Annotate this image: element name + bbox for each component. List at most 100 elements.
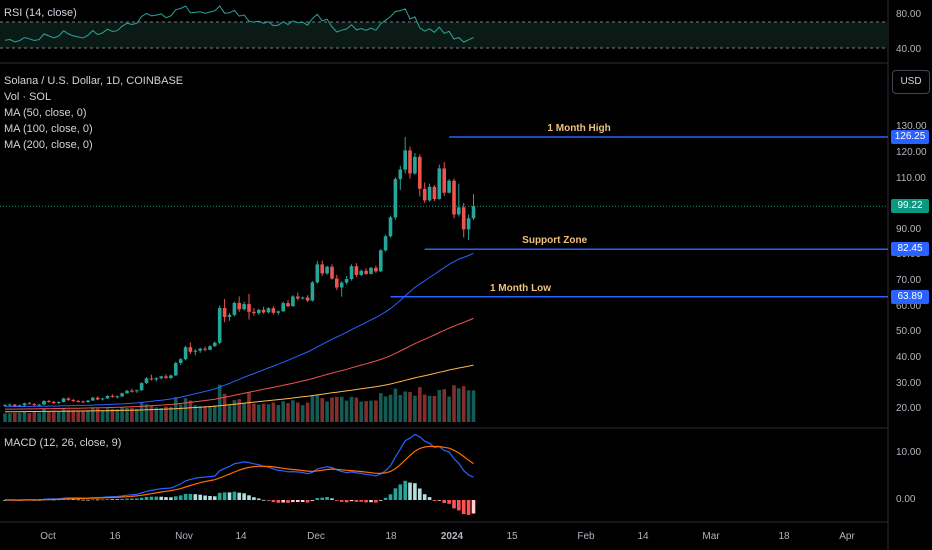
volume-bar [471, 390, 476, 422]
macd-histogram-bar [349, 500, 354, 502]
candle-body [139, 383, 144, 391]
candle-body [379, 250, 383, 272]
candle-body [188, 347, 193, 352]
candle-body [442, 168, 446, 193]
macd-histogram-bar [164, 497, 168, 500]
macd-histogram-bar [413, 483, 417, 500]
candle-body [349, 266, 354, 279]
candle-body [183, 347, 188, 360]
macd-histogram-bar [242, 493, 246, 500]
macd-histogram-bar [71, 499, 76, 500]
volume-bar [393, 388, 398, 422]
macd-histogram-bar [100, 499, 105, 501]
x-tick: Feb [577, 531, 595, 542]
macd-histogram-bar [300, 500, 305, 502]
volume-bar [271, 402, 276, 422]
macd-histogram-bar [217, 492, 222, 500]
candle-body [325, 266, 329, 274]
macd-histogram-bar [227, 492, 232, 500]
macd-histogram-bar [408, 482, 412, 500]
volume-bar [139, 402, 144, 422]
macd-signal-line [5, 445, 474, 501]
volume-bar [276, 405, 281, 422]
volume-bar [315, 395, 320, 422]
macd-histogram-bar [115, 499, 119, 500]
macd-histogram-bar [403, 480, 407, 500]
volume-bar [178, 404, 183, 422]
candle-body [47, 401, 51, 402]
macd-histogram-bar [418, 488, 422, 500]
macd-histogram-bar [325, 497, 329, 500]
macd-histogram-bar [339, 500, 344, 502]
candle-body [266, 308, 271, 313]
candle-body [213, 342, 217, 347]
volume-bar [208, 406, 212, 422]
macd-histogram-bar [232, 491, 237, 500]
volume-bar [22, 411, 27, 422]
candle-body [300, 297, 305, 299]
volume-bar [100, 410, 105, 422]
volume-bar [203, 406, 207, 422]
volume-bar [27, 413, 32, 422]
candle-body [247, 304, 251, 312]
volume-bar [130, 407, 134, 422]
macd-histogram-bar [320, 497, 324, 500]
candle-body [447, 180, 451, 193]
currency-button[interactable]: USD [892, 70, 930, 94]
price-tag: 63.89 [891, 289, 929, 304]
macd-histogram-bar [266, 500, 271, 501]
volume-bar [135, 408, 139, 422]
macd-histogram-bar [76, 499, 80, 501]
volume-bar [52, 410, 56, 422]
candle-body [193, 350, 198, 352]
candle-body [335, 278, 339, 288]
volume-bar [447, 396, 451, 422]
volume-bar [91, 408, 95, 422]
volume-bar [286, 403, 290, 422]
candle-body [105, 395, 110, 399]
volume-bar [95, 408, 100, 422]
volume-bar [193, 405, 198, 422]
candle-body [437, 168, 442, 200]
candle-body [37, 404, 41, 406]
x-tick: 2024 [440, 531, 464, 542]
macd-histogram-bar [154, 496, 159, 500]
volume-bar [252, 403, 256, 422]
volume-bar [115, 409, 119, 422]
candle-body [95, 397, 100, 400]
macd-histogram-bar [125, 498, 129, 500]
candle-body [374, 267, 378, 272]
candle-body [217, 308, 222, 343]
macd-histogram-bar [174, 496, 178, 500]
volume-bar [213, 405, 217, 422]
volume-bar [159, 408, 163, 422]
candle-body [369, 267, 373, 274]
candle-body [227, 314, 232, 317]
macd-histogram-bar [364, 500, 368, 503]
candle-body [461, 207, 466, 230]
macd-histogram-bar [222, 492, 227, 500]
macd-histogram-bar [208, 496, 212, 500]
macd-histogram-bar [81, 499, 85, 501]
candle-body [71, 400, 76, 401]
candle-body [22, 403, 27, 406]
price-tick: 60.00 [896, 300, 922, 312]
macd-histogram-bar [281, 500, 285, 503]
volume-bar [237, 399, 241, 422]
candle-body [8, 404, 12, 406]
candle-body [237, 302, 241, 310]
candle-body [135, 390, 139, 392]
candle-body [27, 403, 32, 405]
macd-histogram-bar [252, 497, 256, 500]
candle-body [130, 390, 134, 392]
volume-bar [437, 390, 442, 422]
level-label: 1 Month High [547, 122, 611, 134]
volume-bar [457, 388, 461, 422]
candle-body [432, 186, 437, 200]
macd-histogram-bar [398, 484, 403, 500]
rsi-tick: 80.00 [896, 9, 922, 20]
volume-bar [71, 410, 76, 422]
volume-bar [217, 384, 222, 422]
candle-body [17, 405, 22, 407]
